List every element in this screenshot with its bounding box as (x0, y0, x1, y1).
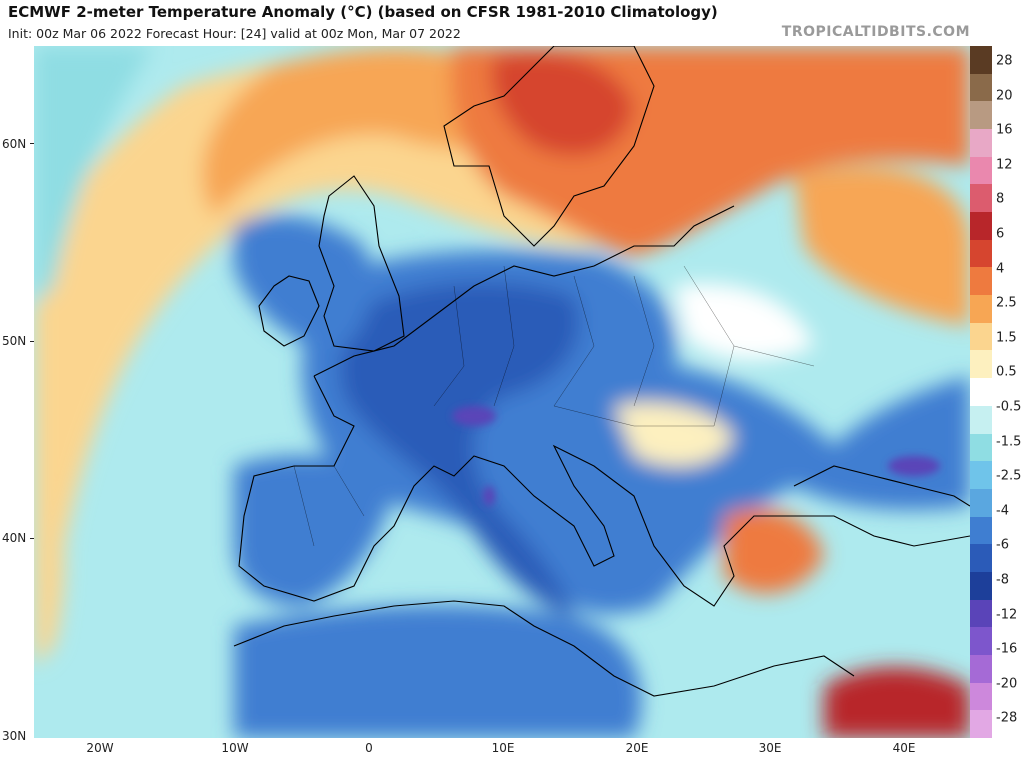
colorbar-segment (970, 378, 992, 407)
colorbar-label: 12 (996, 157, 1013, 173)
colorbar-label: 1.5 (996, 330, 1017, 346)
colorbar-label: 0.5 (996, 364, 1017, 380)
colorbar-segment (970, 682, 992, 711)
colorbar-label: 2.5 (996, 295, 1017, 311)
colorbar-label: 16 (996, 122, 1013, 138)
colorbar-segment (970, 488, 992, 518)
lon-label-10w: 10W (221, 741, 249, 755)
lon-label-40e: 40E (892, 741, 916, 755)
colorbar-segment (970, 516, 992, 545)
chart-subtitle: Init: 00z Mar 06 2022 Forecast Hour: [24… (8, 26, 461, 41)
colorbar-segment (970, 129, 992, 158)
turkey-warm (724, 508, 824, 594)
middle-east-hot (824, 667, 970, 738)
lat-tick (30, 143, 34, 144)
colorbar-label: 8 (996, 191, 1005, 207)
colorbar-label: -16 (996, 641, 1018, 657)
europe-cold-core (340, 282, 580, 616)
colorbar-segment (970, 267, 992, 296)
colorbar-segment (970, 710, 992, 739)
colorbar-segment (970, 212, 992, 241)
colorbar-segment (970, 156, 992, 185)
lat-label-30n: 30N (2, 729, 27, 743)
colorbar-label: -8 (996, 572, 1009, 588)
watermark: TROPICALTIDBITS.COM (781, 24, 970, 40)
balkans-neutral (614, 402, 734, 467)
coastlines (233, 46, 970, 697)
lat-label-40n: 40N (2, 531, 27, 545)
lon-label-20e: 20E (625, 741, 649, 755)
lon-label-30e: 30E (758, 741, 782, 755)
west-atlantic-cool (34, 46, 154, 306)
colorbar-segment (970, 433, 992, 462)
lon-label-0: 0 (365, 741, 373, 755)
lat-label-60n: 60N (2, 137, 27, 151)
colorbar-label: 6 (996, 226, 1005, 242)
lat-label-50n: 50N (2, 334, 27, 348)
colorbar-label: -20 (996, 676, 1018, 692)
colorbar (970, 46, 992, 739)
caucasus-extreme (888, 456, 940, 476)
colorbar-segment (970, 239, 992, 268)
colorbar-segment (970, 350, 992, 379)
colorbar-segment (970, 461, 992, 490)
russia-warm (794, 167, 970, 326)
uk-cold (234, 215, 373, 356)
corsica-extreme (483, 486, 495, 506)
colorbar-label: 4 (996, 261, 1005, 277)
north-africa-cold (234, 605, 642, 738)
colorbar-segment (970, 654, 992, 684)
colorbar-label: -0.5 (996, 399, 1022, 415)
lon-label-20w: 20W (86, 741, 114, 755)
lat-tick (30, 341, 34, 342)
colorbar-label: -1.5 (996, 434, 1022, 450)
alps-extreme (452, 406, 496, 426)
iberia-cold (234, 455, 394, 606)
colorbar-segment (970, 295, 992, 324)
colorbar-label: -28 (996, 710, 1018, 726)
colorbar-label: 20 (996, 88, 1013, 104)
colorbar-segment (970, 544, 992, 573)
colorbar-segment (970, 73, 992, 102)
colorbar-segment (970, 101, 992, 130)
colorbar-segment (970, 184, 992, 213)
colorbar-segment (970, 405, 992, 434)
lat-tick (30, 538, 34, 539)
west-atlantic-warm (34, 426, 65, 666)
colorbar-label: -6 (996, 537, 1009, 553)
atlantic-warm-arc (34, 53, 594, 567)
colorbar-segment (970, 599, 992, 628)
borders (293, 265, 815, 547)
scandinavia-hot (491, 52, 634, 156)
colorbar-label: -2.5 (996, 468, 1022, 484)
colorbar-segment (970, 46, 992, 75)
ukraine-neutral (674, 283, 814, 360)
map-canvas (34, 46, 970, 738)
colorbar-label: -4 (996, 503, 1009, 519)
anomaly-map[interactable] (34, 46, 970, 738)
colorbar-label: -12 (996, 607, 1018, 623)
colorbar-segment (970, 571, 992, 601)
lon-label-10e: 10E (491, 741, 515, 755)
colorbar-label: 28 (996, 53, 1013, 69)
chart-title: ECMWF 2-meter Temperature Anomaly (°C) (… (8, 3, 718, 21)
colorbar-segment (970, 627, 992, 656)
colorbar-segment (970, 322, 992, 351)
